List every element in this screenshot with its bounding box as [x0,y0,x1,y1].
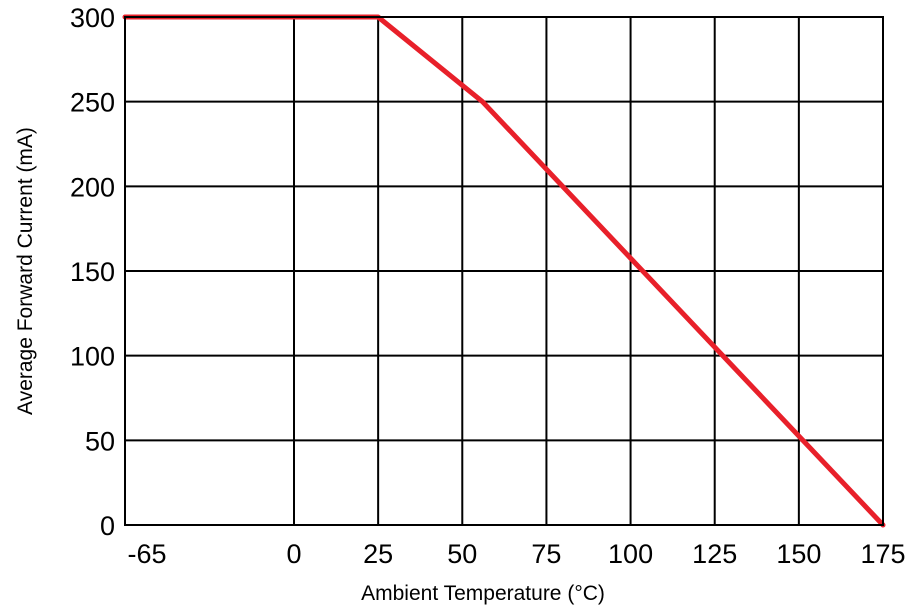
y-tick-label: 0 [100,511,115,541]
plot-frame [124,16,884,526]
y-tick-label: 250 [70,88,115,118]
y-axis-label: Average Forward Current (mA) [14,127,37,415]
x-tick-label: 125 [692,539,737,569]
y-tick-labels: 0 50 100 150 200 250 300 [70,3,115,541]
y-tick-label: 150 [70,257,115,287]
x-tick-label: 25 [363,539,393,569]
y-tick-label: 300 [70,3,115,33]
grid-lines [125,17,883,525]
x-tick-label: 100 [608,539,653,569]
x-tick-label: 150 [776,539,821,569]
y-tick-label: 200 [70,172,115,202]
x-tick-label: 175 [860,539,905,569]
y-tick-label: 100 [70,342,115,372]
x-axis-label: Ambient Temperature (°C) [361,582,605,605]
x-tick-label: 0 [286,539,301,569]
x-tick-label: 75 [531,539,561,569]
y-tick-label: 50 [85,426,115,456]
x-tick-labels: -65 0 25 50 75 100 125 150 175 [127,539,905,569]
x-tick-label: 50 [447,539,477,569]
x-tick-label: -65 [127,539,166,569]
